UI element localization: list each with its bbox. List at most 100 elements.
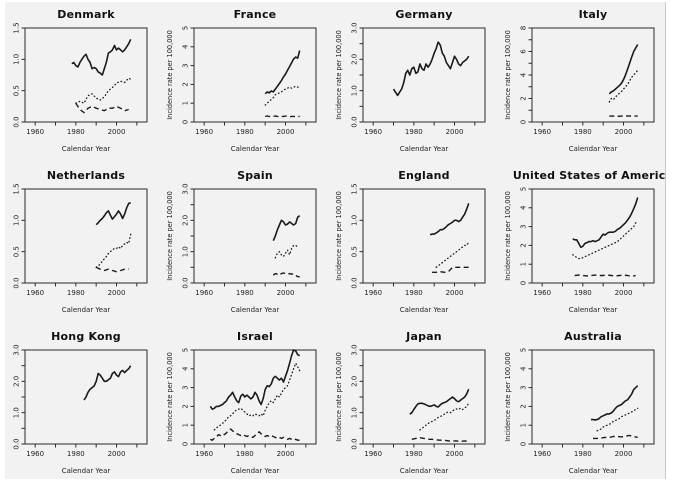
x-tick-label: 2000 (446, 289, 464, 297)
line-chart: Netherlands Incidence rate per 100,000 C… (13, 169, 148, 314)
dotted-series-line (419, 402, 470, 431)
x-tick-label: 1980 (236, 450, 254, 458)
y-tick-label: 2.0 (13, 376, 21, 387)
chart-panel-japan: Japan Incidence rate per 100,000 Calenda… (333, 324, 502, 479)
x-axis-label: Calendar Year (62, 145, 111, 153)
y-tick-label: 0.5 (13, 246, 21, 257)
solid-series-line (209, 349, 301, 410)
y-tick-label: 3 (520, 385, 528, 389)
y-tick-label: 4 (520, 205, 528, 210)
y-tick-label: 5 (182, 348, 190, 352)
y-tick-label: 3.0 (351, 22, 359, 33)
solid-series-line (95, 202, 131, 226)
solid-series-line (429, 203, 470, 236)
line-chart: United States of America Incidence rate … (504, 169, 665, 314)
x-tick-label: 1960 (533, 289, 551, 297)
x-axis-label: Calendar Year (400, 145, 449, 153)
line-chart: Hong Kong Incidence rate per 100,000 Cal… (13, 330, 148, 475)
x-tick-label: 2000 (277, 128, 295, 136)
y-tick-label: 1.5 (13, 183, 21, 194)
y-tick-label: 0.0 (13, 116, 21, 127)
y-tick-label: 0.0 (13, 438, 21, 449)
x-axis-label: Calendar Year (569, 145, 618, 153)
solid-series-line (83, 365, 132, 401)
y-tick-label: 1.0 (13, 54, 21, 65)
chart-title: Hong Kong (51, 330, 121, 343)
y-tick-label: 1.0 (182, 246, 190, 257)
y-tick-label: 0.0 (351, 438, 359, 449)
y-tick-label: 1.0 (351, 215, 359, 226)
y-tick-label: 0.0 (13, 277, 21, 288)
figure-panel: Denmark Incidence rate per 100,000 Calen… (5, 2, 666, 479)
y-tick-label: 0 (182, 120, 190, 124)
y-tick-label: 1.5 (13, 22, 21, 33)
y-tick-label: 1.0 (13, 407, 21, 418)
dotted-series-line (596, 407, 639, 432)
line-chart: Italy Incidence rate per 100,000 Calenda… (504, 8, 655, 153)
chart-title: Japan (405, 330, 442, 343)
dashed-series-line (593, 434, 638, 440)
x-tick-label: 2000 (446, 450, 464, 458)
x-axis-label: Calendar Year (62, 467, 111, 475)
plot-frame (362, 349, 486, 445)
dashed-series-line (411, 436, 469, 443)
y-tick-label: 4 (182, 366, 190, 371)
y-axis-label: Incidence rate per 100,000 (504, 30, 512, 120)
y-axis-label: Incidence rate per 100,000 (166, 191, 174, 281)
x-axis-label: Calendar Year (569, 467, 618, 475)
y-tick-label: 0 (520, 281, 528, 285)
chart-title: France (234, 8, 277, 21)
x-tick-label: 2000 (446, 128, 464, 136)
y-tick-label: 3.0 (351, 344, 359, 355)
dashed-series-line (432, 266, 469, 274)
x-tick-label: 1960 (364, 289, 382, 297)
x-axis-label: Calendar Year (400, 306, 449, 314)
chart-panel-israel: Israel Incidence rate per 100,000 Calend… (164, 324, 333, 479)
chart-title: Netherlands (47, 169, 126, 182)
x-tick-label: 1980 (236, 128, 254, 136)
line-chart: France Incidence rate per 100,000 Calend… (166, 8, 317, 153)
y-tick-label: 2 (520, 243, 528, 247)
dashed-series-line (609, 115, 638, 118)
y-tick-label: 5 (520, 187, 528, 191)
plot-frame (362, 27, 486, 123)
x-tick-label: 1960 (195, 128, 213, 136)
y-tick-label: 6 (520, 49, 528, 54)
y-tick-label: 0 (182, 442, 190, 446)
dashed-series-line (272, 272, 300, 278)
chart-title: Germany (395, 8, 452, 21)
chart-panel-italy: Italy Incidence rate per 100,000 Calenda… (502, 2, 665, 163)
x-tick-label: 1980 (574, 450, 592, 458)
chart-panel-france: France Incidence rate per 100,000 Calend… (164, 2, 333, 163)
x-tick-label: 2000 (108, 289, 126, 297)
y-tick-label: 1 (520, 262, 528, 266)
x-tick-label: 2000 (108, 450, 126, 458)
line-chart: Denmark Incidence rate per 100,000 Calen… (13, 8, 148, 153)
x-tick-label: 1980 (236, 289, 254, 297)
y-tick-label: 1.0 (351, 407, 359, 418)
chart-grid: Denmark Incidence rate per 100,000 Calen… (5, 2, 666, 479)
x-tick-label: 2000 (277, 450, 295, 458)
dotted-series-line (264, 85, 301, 106)
chart-panel-united-states-of-america: United States of America Incidence rate … (502, 163, 665, 324)
x-tick-label: 1960 (26, 450, 44, 458)
dotted-series-line (435, 241, 470, 268)
plot-frame (531, 349, 655, 445)
solid-series-line (608, 44, 639, 95)
plot-frame (531, 188, 655, 284)
y-tick-label: 3 (182, 385, 190, 389)
dotted-series-line (572, 220, 639, 260)
dashed-series-line (75, 102, 129, 114)
x-axis-label: Calendar Year (62, 306, 111, 314)
dotted-series-line (75, 77, 132, 104)
y-tick-label: 4 (520, 72, 528, 77)
y-tick-label: 2 (520, 96, 528, 100)
line-chart: Germany Incidence rate per 100,000 Calen… (335, 8, 486, 153)
y-tick-label: 1 (182, 423, 190, 427)
plot-frame (362, 188, 486, 284)
line-chart: England Incidence rate per 100,000 Calen… (335, 169, 486, 314)
line-chart: Israel Incidence rate per 100,000 Calend… (166, 330, 317, 475)
y-tick-label: 0.5 (351, 246, 359, 257)
dashed-series-line (574, 274, 636, 278)
chart-panel-netherlands: Netherlands Incidence rate per 100,000 C… (5, 163, 164, 324)
